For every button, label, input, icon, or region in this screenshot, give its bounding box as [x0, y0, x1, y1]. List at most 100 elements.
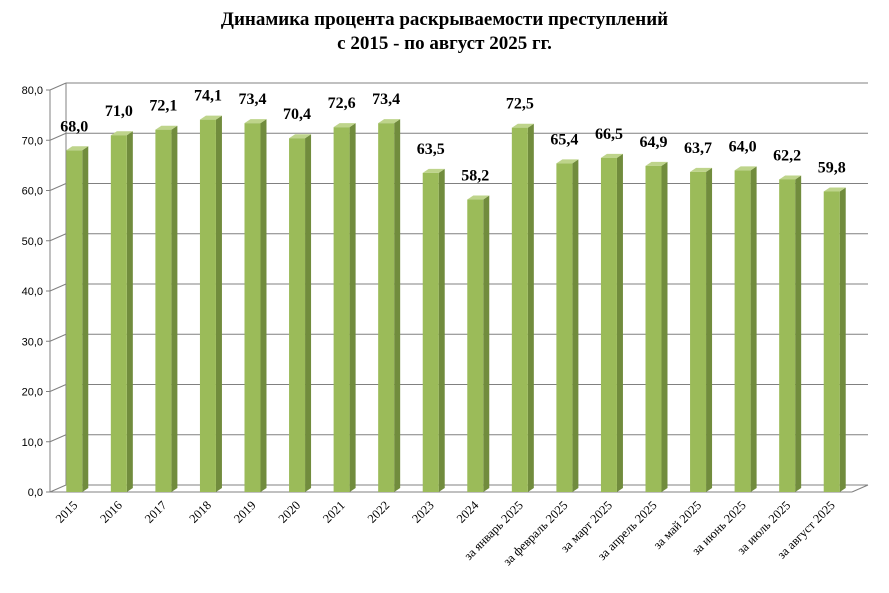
bar: [690, 171, 707, 492]
bar: [779, 179, 796, 492]
chart-title-block: Динамика процента раскрываемости преступ…: [0, 8, 889, 56]
bar-top: [556, 159, 579, 164]
bar-side: [438, 168, 445, 492]
x-tick-label: 2024: [454, 498, 482, 526]
data-label: 72,5: [506, 96, 534, 113]
x-tick-label: 2021: [320, 498, 348, 526]
data-label: 70,4: [283, 106, 311, 123]
bar-side: [661, 161, 668, 492]
data-label: 63,5: [417, 141, 445, 158]
bar-side: [616, 153, 623, 492]
bar-side: [706, 167, 713, 492]
data-label: 71,0: [105, 103, 133, 120]
y-tick-label: 0,0: [28, 487, 43, 499]
gridline-edge: [49, 434, 67, 443]
data-label: 59,8: [818, 160, 846, 177]
bar: [199, 119, 216, 493]
bar: [333, 127, 350, 492]
bar-side: [126, 131, 133, 492]
y-tick-label: 10,0: [22, 437, 43, 449]
gridline-edge: [49, 132, 67, 141]
bar-top: [66, 146, 89, 151]
bar: [645, 165, 662, 492]
data-label: 74,1: [194, 88, 222, 105]
gridline-edge: [49, 333, 67, 342]
x-tick-label: 2019: [231, 498, 259, 526]
data-label: 64,9: [640, 134, 668, 151]
bar-side: [839, 187, 846, 492]
gridline-edge: [49, 233, 67, 242]
bar-side: [483, 195, 490, 493]
data-label: 64,0: [729, 138, 757, 155]
bar-side: [750, 166, 757, 492]
data-label: 63,7: [684, 140, 712, 157]
bar: [378, 123, 395, 492]
bar-side: [171, 125, 178, 492]
bar-top: [244, 119, 267, 124]
gridline-edge: [49, 283, 67, 292]
bar-top: [333, 123, 356, 128]
x-tick-label: 2015: [53, 498, 81, 526]
bar-top: [289, 134, 312, 139]
x-tick-label: 2022: [365, 498, 393, 526]
bar-top: [467, 195, 490, 200]
bar-top: [779, 175, 802, 180]
bar-top: [155, 125, 178, 130]
bar-top: [378, 119, 401, 124]
bar-top: [690, 167, 713, 172]
bar: [244, 123, 261, 492]
bar-side: [349, 123, 356, 492]
chart-title: Динамика процента раскрываемости преступ…: [220, 9, 669, 30]
y-tick-label: 30,0: [22, 336, 43, 348]
bar-side: [82, 146, 89, 493]
bar: [467, 199, 484, 493]
bar-side: [305, 134, 312, 493]
data-label: 65,4: [550, 131, 578, 148]
data-label: 72,1: [149, 98, 177, 115]
bar-side: [394, 119, 401, 492]
bar-top: [199, 115, 222, 120]
data-label: 62,2: [773, 147, 801, 164]
y-tick-label: 40,0: [22, 286, 43, 298]
bar-top: [110, 131, 133, 136]
gridline-edge: [49, 183, 67, 191]
bar-top: [823, 187, 846, 192]
gridline-edge: [49, 484, 67, 493]
data-label: 68,0: [60, 118, 88, 135]
x-tick-label: 2018: [186, 498, 214, 526]
bar-top: [600, 153, 623, 158]
bar: [734, 170, 751, 492]
data-label: 66,5: [595, 126, 623, 143]
bar-side: [527, 123, 534, 492]
x-tick-label: 2020: [276, 498, 304, 526]
bar: [511, 127, 528, 492]
bar: [600, 157, 617, 492]
bar-side: [572, 159, 579, 493]
chart-subtitle: с 2015 - по август 2025 гг.: [337, 33, 552, 54]
y-tick-label: 80,0: [22, 85, 43, 97]
x-tick-label: 2023: [409, 498, 437, 526]
bar: [155, 129, 172, 492]
bar-top: [734, 166, 757, 171]
y-tick-label: 60,0: [22, 186, 43, 198]
data-label: 73,4: [372, 91, 400, 108]
bar: [422, 172, 439, 492]
bar: [556, 163, 573, 493]
bar-side: [260, 119, 267, 492]
bar-side: [795, 175, 802, 492]
y-tick-label: 50,0: [22, 236, 43, 248]
bar: [66, 150, 83, 493]
data-label: 72,6: [328, 95, 356, 112]
x-tick-label: 2016: [97, 498, 125, 526]
bar-top: [511, 123, 534, 128]
y-tick-label: 70,0: [22, 135, 43, 147]
floor-edge: [851, 484, 869, 493]
bar: [110, 135, 127, 492]
bar: [823, 191, 840, 492]
bar-top: [645, 161, 668, 166]
bar-top: [422, 168, 445, 173]
bar-side: [215, 115, 222, 493]
gridline-edge: [49, 384, 67, 392]
data-label: 58,2: [461, 168, 489, 185]
